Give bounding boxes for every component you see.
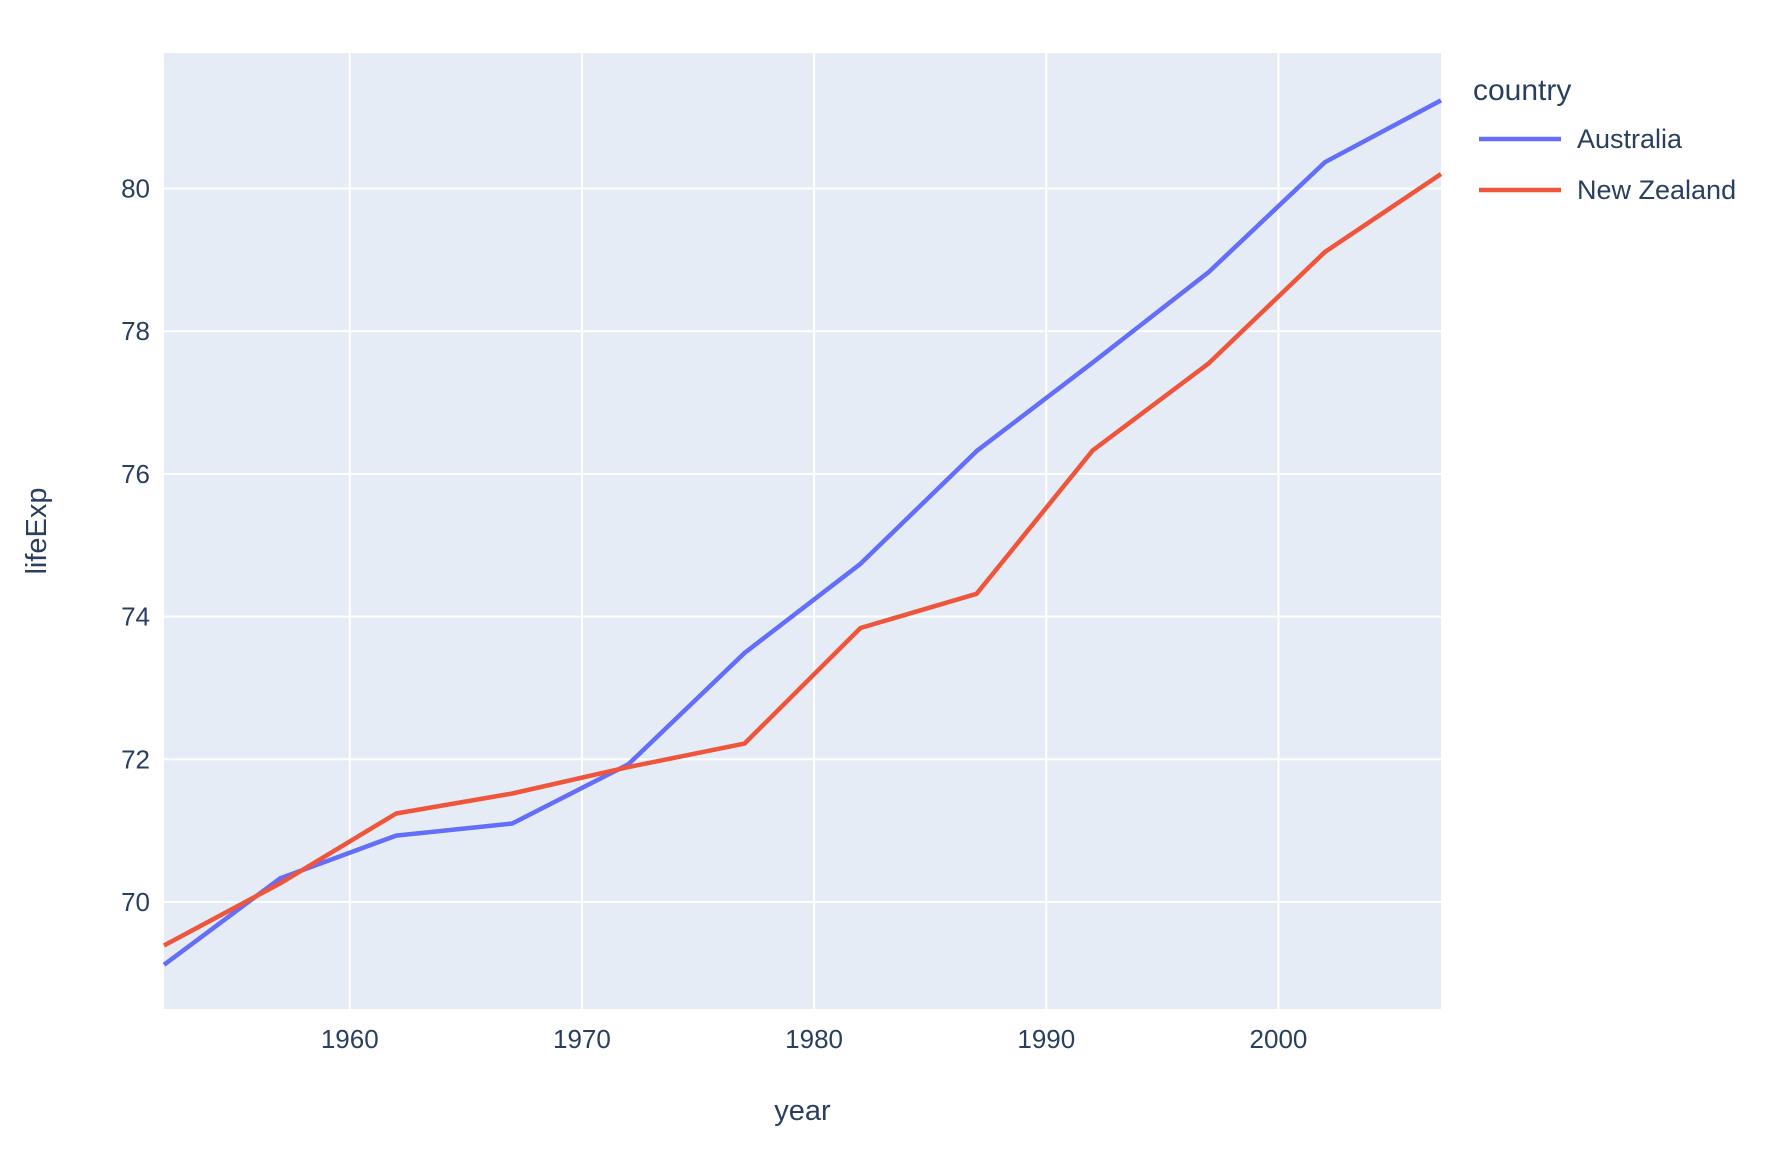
- legend-title: country: [1473, 74, 1571, 107]
- x-tick-label: 2000: [1250, 1024, 1308, 1054]
- plot-area[interactable]: [164, 53, 1441, 1009]
- x-tick-label: 1960: [321, 1024, 379, 1054]
- x-tick-label: 1970: [553, 1024, 611, 1054]
- x-tick-label: 1980: [785, 1024, 843, 1054]
- y-tick-label: 74: [121, 602, 150, 632]
- y-tick-label: 76: [121, 459, 150, 489]
- series-line-australia: [162, 98, 1443, 967]
- series-line-new-zealand: [162, 172, 1443, 948]
- y-tick-label: 78: [121, 316, 150, 346]
- y-tick-label: 80: [121, 174, 150, 204]
- x-tick-label: 1990: [1017, 1024, 1075, 1054]
- x-axis-title: year: [774, 1095, 831, 1127]
- y-axis-title: lifeExp: [21, 487, 53, 574]
- y-tick-label: 72: [121, 744, 150, 774]
- legend-item-new-zealand[interactable]: New Zealand: [1479, 175, 1736, 205]
- legend-item-label: Australia: [1577, 124, 1683, 154]
- legend-item-australia[interactable]: Australia: [1479, 124, 1683, 154]
- legend-item-label: New Zealand: [1577, 175, 1736, 205]
- y-tick-label: 70: [121, 887, 150, 917]
